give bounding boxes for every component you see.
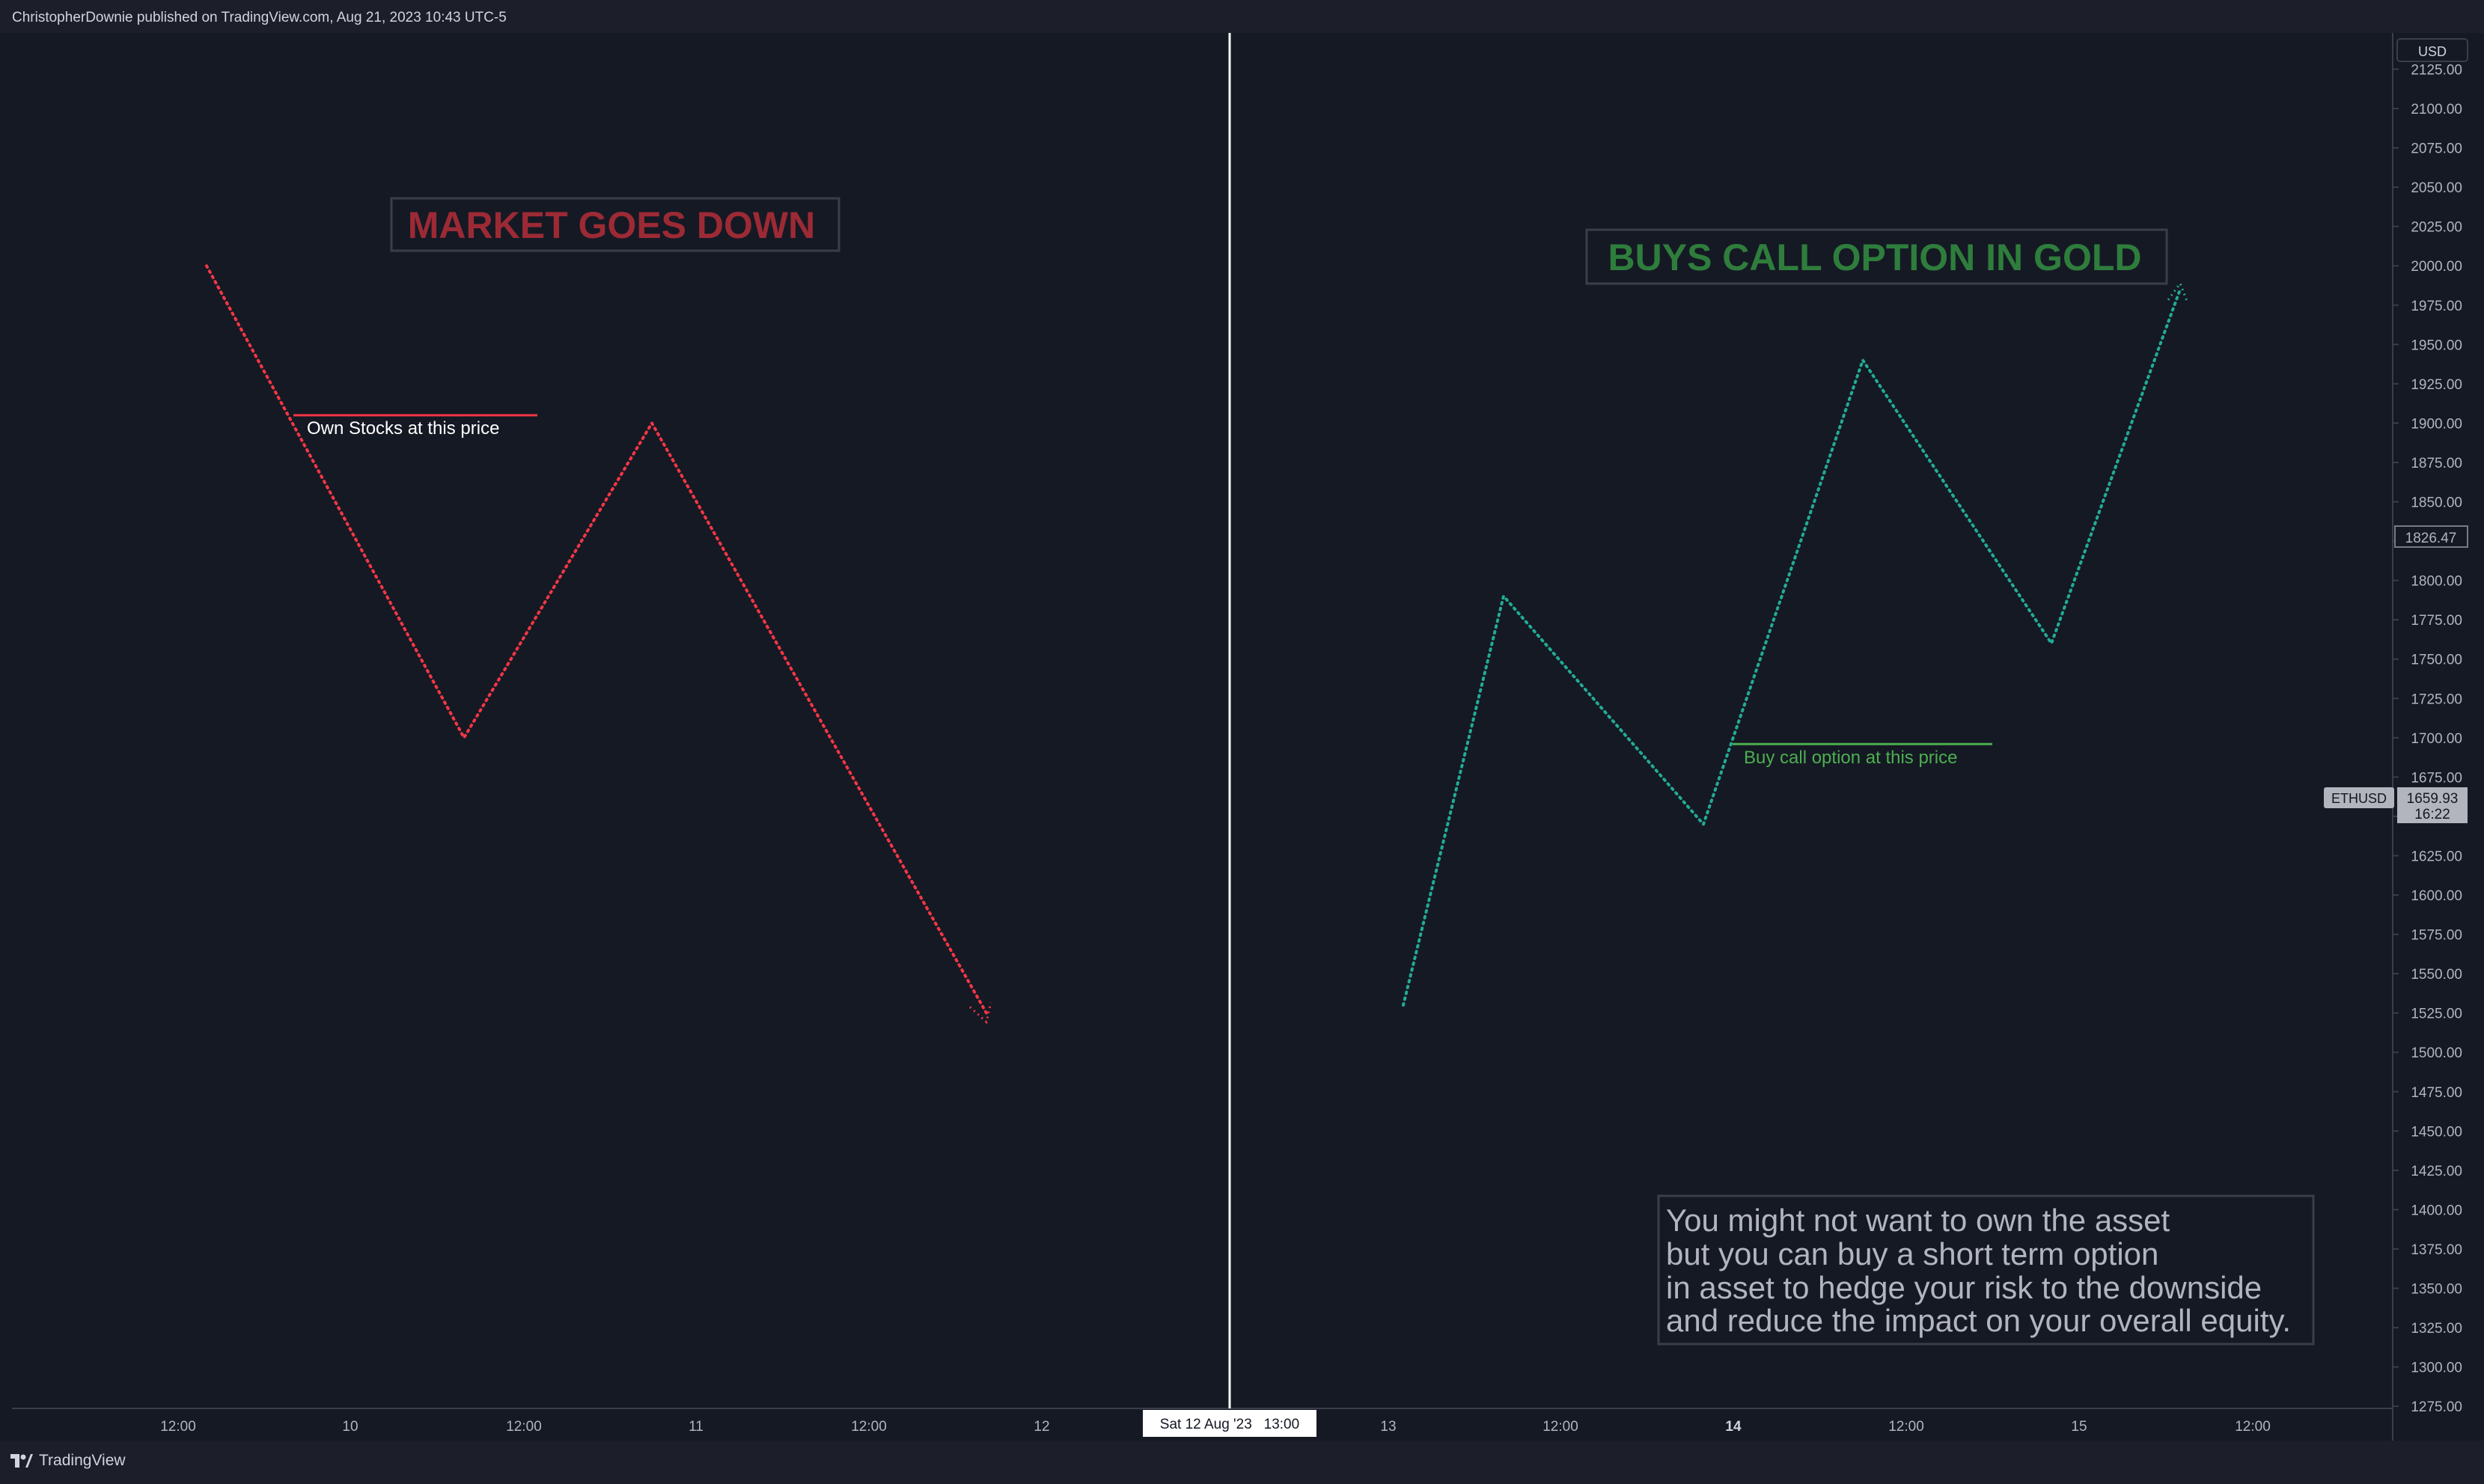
last-price-label: 1659.93	[2407, 791, 2459, 807]
time-tick-label: 11	[689, 1419, 704, 1435]
left-title-box[interactable]	[390, 197, 840, 252]
price-tick-label: 1550.00	[2411, 967, 2462, 983]
price-tick-label: 1375.00	[2411, 1242, 2462, 1258]
path-arrow-call-option[interactable]	[1402, 287, 2182, 1007]
price-tick-label: 1750.00	[2411, 653, 2462, 668]
price-tick-label: 1975.00	[2411, 299, 2462, 314]
last-price-badge	[2397, 787, 2468, 823]
price-tick-label: 1775.00	[2411, 613, 2462, 629]
level-label-buy-call: Buy call option at this price	[1744, 748, 1957, 768]
countdown-label: 16:22	[2414, 807, 2450, 822]
time-tick-label: 12:00	[506, 1419, 542, 1435]
price-tick-label: 1425.00	[2411, 1164, 2462, 1179]
symbol-badge	[2324, 787, 2394, 808]
price-tick-label: 1800.00	[2411, 574, 2462, 590]
price-tick-label: 1325.00	[2411, 1321, 2462, 1337]
price-tick-label: 2075.00	[2411, 141, 2462, 157]
price-tick-label: 1300.00	[2411, 1361, 2462, 1376]
arrowhead-market-down-icon	[968, 1002, 992, 1025]
symbol-label: ETHUSD	[2331, 791, 2387, 806]
time-tick-label: 10	[342, 1419, 358, 1435]
crosshair-price-label: 1826.47	[2405, 531, 2457, 546]
crosshair-price-badge	[2394, 525, 2468, 548]
price-tick-label: 1275.00	[2411, 1399, 2462, 1415]
price-tick-label: 1950.00	[2411, 338, 2462, 353]
crosshair-time-label: Sat 12 Aug '23 13:00	[1160, 1417, 1299, 1432]
price-tick-label: 2100.00	[2411, 102, 2462, 117]
tradingview-logo-icon	[10, 1454, 33, 1468]
price-tick-label: 1450.00	[2411, 1124, 2462, 1140]
price-tick-label: 1625.00	[2411, 849, 2462, 864]
time-scale[interactable]: 12:00 10 12:00 11 12:00 12 13 12:00 14 12:00 15 12:…	[160, 1419, 2271, 1435]
currency-label: USD	[2418, 44, 2447, 59]
crosshair-time-badge	[1143, 1410, 1316, 1437]
time-tick-label: 12:00	[2235, 1419, 2271, 1435]
price-tick-label: 1400.00	[2411, 1203, 2462, 1218]
time-tick-label: 12	[1034, 1419, 1049, 1435]
price-tick-label: 1350.00	[2411, 1282, 2462, 1298]
price-tick-label: 2125.00	[2411, 62, 2462, 78]
price-tick-label: 1850.00	[2411, 495, 2462, 511]
path-arrow-market-down[interactable]	[205, 264, 988, 1015]
tradingview-brand-text: TradingView	[39, 1452, 126, 1469]
time-tick-label: 12:00	[1888, 1419, 1924, 1435]
right-title-box[interactable]	[1585, 228, 2168, 285]
time-tick-label: 12:00	[851, 1419, 887, 1435]
price-tick-label: 2050.00	[2411, 180, 2462, 196]
price-tick-label: 1575.00	[2411, 928, 2462, 944]
right-title-text: BUYS CALL OPTION IN GOLD	[1608, 236, 2142, 278]
price-tick-label: 1925.00	[2411, 377, 2462, 393]
price-tick-label: 1500.00	[2411, 1045, 2462, 1061]
tradingview-logo[interactable]: TradingView	[10, 1452, 126, 1470]
publish-header: ChristopherDownie published on TradingVi…	[0, 0, 2484, 33]
price-tick-label: 1675.00	[2411, 770, 2462, 786]
price-tick-label: 1875.00	[2411, 456, 2462, 471]
note-line-4: and reduce the impact on your overall eq…	[1666, 1303, 2291, 1338]
price-scale[interactable]: 2125.00 2100.00 2075.00 2050.00 2025.00 2000.…	[2393, 62, 2462, 1415]
time-tick-label: 13	[1380, 1419, 1396, 1435]
price-tick-label: 1700.00	[2411, 731, 2462, 747]
time-tick-label: 14	[1725, 1419, 1742, 1435]
price-tick-label: 1900.00	[2411, 416, 2462, 432]
note-line-3: in asset to hedge your risk to the downs…	[1666, 1270, 2262, 1305]
publish-info-text: ChristopherDownie published on TradingVi…	[12, 10, 507, 25]
note-box[interactable]	[1657, 1194, 2315, 1346]
price-tick-label: 1525.00	[2411, 1007, 2462, 1022]
footer-bar	[0, 1441, 2484, 1484]
time-tick-label: 12:00	[160, 1419, 196, 1435]
price-tick-label: 1600.00	[2411, 888, 2462, 904]
time-tick-label: 12:00	[1542, 1419, 1578, 1435]
price-tick-label: 1725.00	[2411, 691, 2462, 707]
level-label-own-stocks: Own Stocks at this price	[307, 418, 499, 439]
note-line-2: but you can buy a short term option	[1666, 1236, 2158, 1271]
time-tick-label: 15	[2071, 1419, 2087, 1435]
left-title-text: MARKET GOES DOWN	[408, 204, 815, 246]
currency-box[interactable]	[2396, 38, 2468, 62]
note-line-1: You might not want to own the asset	[1666, 1203, 2170, 1238]
price-tick-label: 2025.00	[2411, 220, 2462, 236]
price-tick-label: 1475.00	[2411, 1085, 2462, 1101]
price-tick-label: 2000.00	[2411, 259, 2462, 275]
